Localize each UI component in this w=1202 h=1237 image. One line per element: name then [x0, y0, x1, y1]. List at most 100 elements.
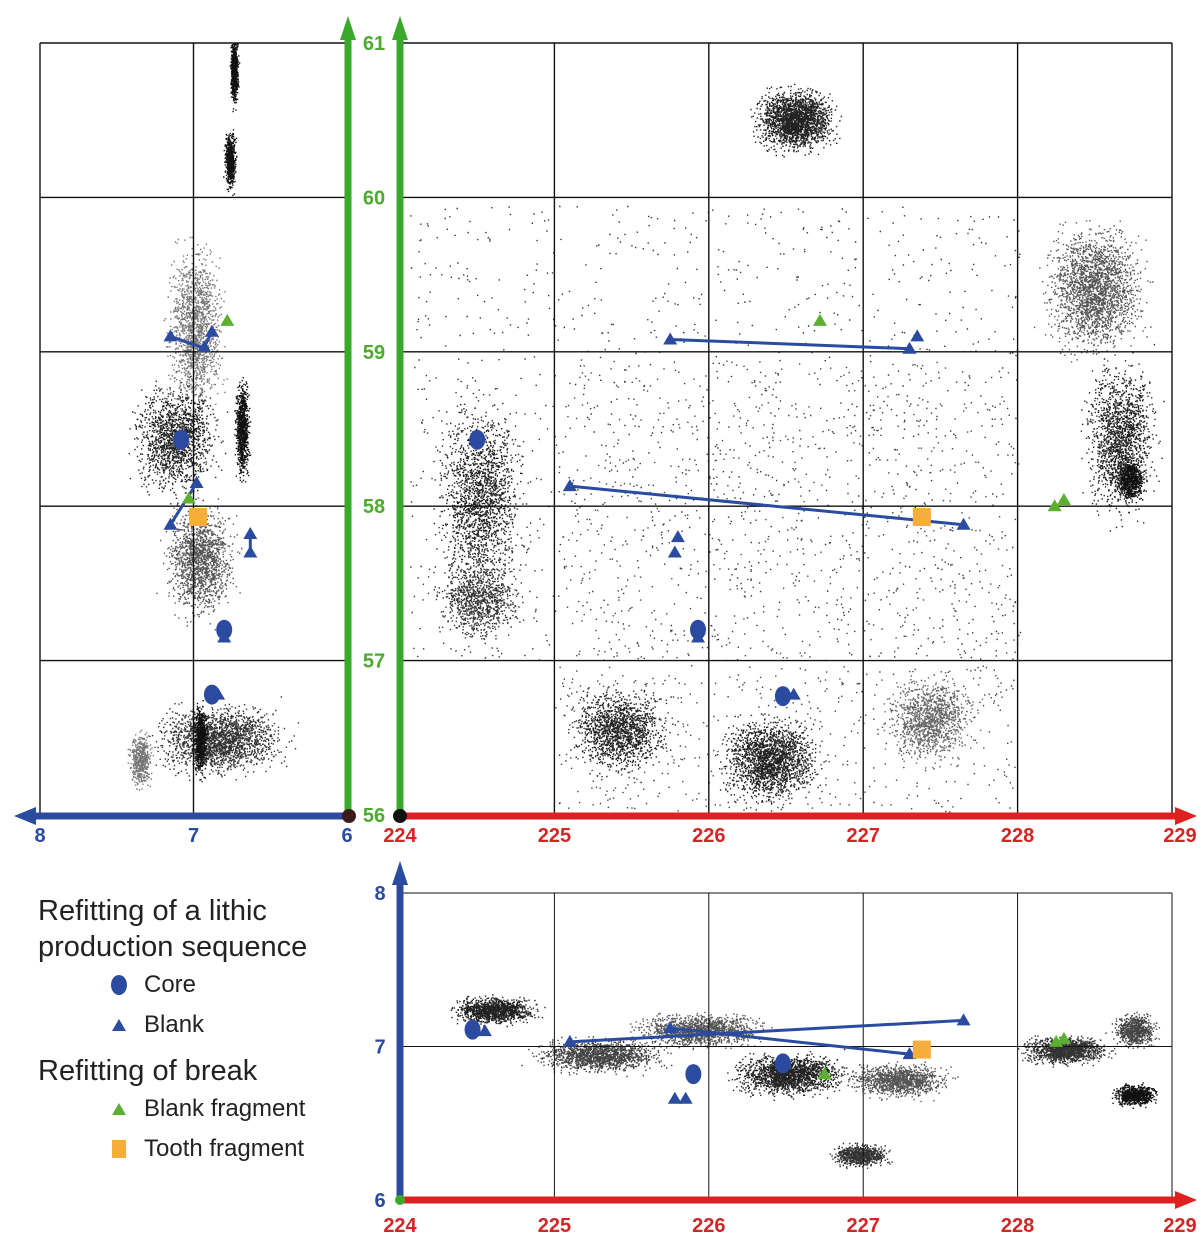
scan-points: [223, 129, 238, 196]
plan-x-axis-arrowhead: [1175, 807, 1197, 825]
section-z-tick-label: 7: [188, 825, 199, 847]
blank-marker: [163, 517, 178, 530]
blank-marker: [243, 526, 258, 539]
elevation-z-tick-label: 6: [374, 1190, 385, 1212]
legend-item-blank: Blank: [38, 1005, 368, 1045]
tooth-fragment-marker: [912, 1040, 931, 1059]
scan-points: [192, 700, 210, 781]
legend-title-break: Refitting of break: [38, 1055, 258, 1087]
blank-icon: [104, 1018, 134, 1032]
blank-fragment-marker: [1056, 493, 1071, 506]
plan-y-tick-label: 61: [363, 33, 385, 55]
scan-points: [433, 377, 534, 612]
axes: [14, 16, 1197, 1209]
section-z-tick-label: 8: [34, 825, 45, 847]
section-y-axis-arrowhead: [340, 16, 356, 40]
blank-fragment-marker: [1047, 499, 1062, 512]
scan-points: [234, 377, 252, 483]
tooth-fragment-marker: [912, 508, 931, 527]
legend-tooth-fragment-label: Tooth fragment: [144, 1135, 305, 1162]
scan-points: [1080, 343, 1165, 532]
scan-points: [829, 1142, 893, 1170]
blank-fragment-marker: [1049, 1034, 1064, 1047]
blank-marker: [667, 545, 682, 558]
scan-points: [435, 552, 531, 651]
section-z-axis-arrowhead: [14, 807, 36, 825]
core-marker: [203, 684, 220, 705]
scan-points: [149, 696, 300, 783]
blank-marker: [667, 1091, 682, 1104]
scan-points: [562, 360, 1017, 662]
refit-line: [569, 484, 964, 527]
core-marker: [774, 1053, 791, 1074]
core-marker: [469, 429, 486, 450]
core-icon: [104, 974, 134, 996]
blank-marker: [562, 1034, 577, 1047]
legend-item-core: Core: [38, 965, 368, 1005]
blank-marker: [678, 1091, 693, 1104]
scan-points: [1033, 220, 1154, 370]
blank-marker: [663, 332, 678, 345]
elevation-z-tick-label: 8: [374, 883, 385, 905]
scan-points: [127, 729, 155, 791]
plan-x-tick-label: 225: [538, 825, 571, 847]
legend: Refitting of a lithic production sequenc…: [38, 893, 368, 1169]
blank-marker: [243, 545, 258, 558]
refit-line: [670, 1026, 910, 1056]
core-marker: [173, 429, 190, 450]
blank-marker: [910, 329, 925, 342]
scan-points: [1017, 1032, 1119, 1068]
core-marker: [685, 1064, 702, 1085]
refit-line: [169, 482, 198, 526]
section-z-tick-label: 6: [341, 825, 352, 847]
elevation-origin: [395, 1195, 405, 1205]
scan-points: [229, 43, 241, 113]
elevation-x-tick-label: 225: [538, 1215, 571, 1237]
tick-labels: 224 225 226 227 228 229 56 57 58 59 60 61 8 7 6 224 225 2…: [34, 33, 1196, 1237]
core-marker: [774, 686, 791, 707]
scan-points: [450, 994, 546, 1028]
elevation-x-tick-label: 228: [1001, 1215, 1034, 1237]
scan-points: [521, 1036, 673, 1078]
blank-fragment-marker: [817, 1067, 832, 1080]
blank-fragment-marker: [1056, 1031, 1071, 1044]
scan-points: [715, 707, 829, 811]
refit-line: [670, 337, 910, 351]
scan-points: [750, 83, 843, 158]
blank-marker: [956, 517, 971, 530]
scan-points: [156, 497, 243, 631]
elevation-z-axis-arrowhead: [392, 861, 408, 885]
blank-marker: [204, 324, 219, 337]
elevation-point-cloud: [450, 994, 1161, 1170]
blank-marker: [956, 1013, 971, 1026]
plan-y-axis-arrowhead: [392, 16, 408, 40]
plan-y-tick-label: 58: [363, 496, 385, 518]
elevation-x-tick-label: 224: [383, 1215, 417, 1237]
blank-marker: [902, 341, 917, 354]
core-marker: [216, 619, 233, 640]
elevation-z-tick-label: 7: [374, 1037, 385, 1059]
plan-x-tick-label: 227: [847, 825, 880, 847]
scan-points: [838, 1061, 959, 1103]
blank-fragment-marker: [812, 313, 827, 326]
elevation-x-tick-label: 229: [1163, 1215, 1196, 1237]
scan-points: [1114, 457, 1148, 504]
plan-x-tick-label: 228: [1001, 825, 1034, 847]
core-marker: [464, 1019, 481, 1040]
blank-marker: [189, 476, 204, 489]
blank-marker: [663, 1021, 678, 1034]
blank-fragment-marker: [181, 491, 196, 504]
tooth-fragment-icon: [104, 1139, 134, 1159]
blank-marker: [163, 329, 178, 342]
blank-marker: [670, 530, 685, 543]
blank-marker: [197, 340, 212, 353]
plan-y-tick-label: 60: [363, 187, 385, 209]
plan-point-cloud: [410, 83, 1165, 813]
scan-points: [883, 672, 984, 769]
scan-points: [1111, 1011, 1161, 1049]
scan-points: [558, 682, 679, 784]
tooth-fragment-marker: [189, 508, 208, 527]
legend-title-sequence: Refitting of a lithic production sequenc…: [38, 895, 308, 963]
legend-core-label: Core: [144, 971, 197, 998]
blank-fragment-icon: [104, 1102, 134, 1116]
